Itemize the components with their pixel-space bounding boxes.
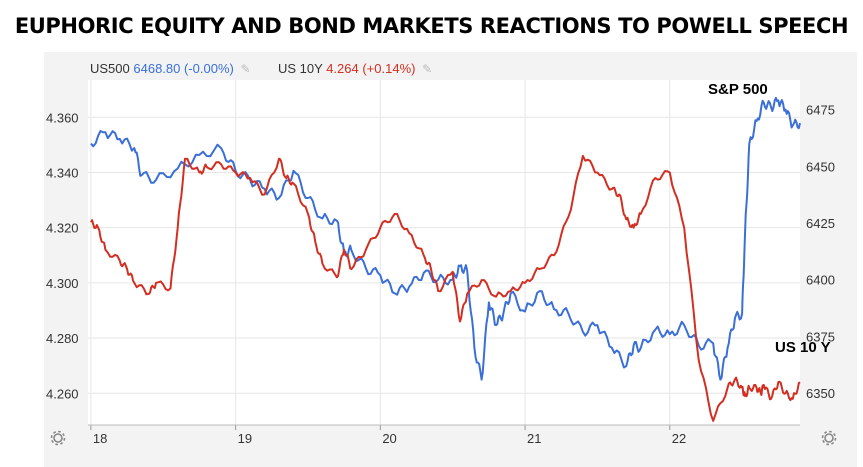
gear-icon[interactable]	[821, 430, 837, 446]
chart-title: EUPHORIC EQUITY AND BOND MARKETS REACTIO…	[14, 14, 849, 38]
y-left-tick-label: 4.360	[46, 110, 79, 125]
legend-us10y-value: 4.264 (+0.14%)	[326, 61, 416, 76]
y-right-tick-label: 6450	[806, 159, 835, 174]
y-right-tick-label: 6350	[806, 386, 835, 401]
x-tick-label: 18	[93, 431, 107, 446]
legend-us500-symbol: US500	[90, 61, 130, 76]
y-right-tick-label: 6375	[806, 329, 835, 344]
y-right-tick-label: 6400	[806, 273, 835, 288]
legend-us10y[interactable]: US 10Y 4.264 (+0.14%) ✎	[278, 61, 432, 76]
pencil-icon[interactable]: ✎	[240, 62, 251, 76]
annotation-sp500: S&P 500	[708, 81, 768, 98]
series-line-us10y	[90, 154, 801, 422]
legend-us500-value: 6468.80 (-0.00%)	[133, 61, 234, 76]
y-left-tick-label: 4.280	[46, 331, 79, 346]
x-tick-label: 19	[238, 431, 252, 446]
series-line-us500	[90, 96, 801, 381]
gear-icon[interactable]	[50, 430, 66, 446]
y-left-tick-label: 4.300	[46, 276, 79, 291]
y-left-tick-label: 4.260	[46, 386, 79, 401]
x-tick-label: 20	[382, 431, 396, 446]
annotation-us10y: US 10 Y	[775, 339, 831, 356]
pencil-icon[interactable]: ✎	[422, 62, 433, 76]
legend-us10y-symbol: US 10Y	[278, 61, 323, 76]
y-right-tick-label: 6475	[806, 103, 835, 118]
y-left-tick-label: 4.340	[46, 165, 79, 180]
plot-area[interactable]	[88, 80, 800, 425]
x-tick-label: 21	[527, 431, 541, 446]
legend-us500[interactable]: US500 6468.80 (-0.00%) ✎	[90, 61, 251, 76]
x-tick-label: 22	[672, 431, 686, 446]
y-right-tick-label: 6425	[806, 216, 835, 231]
y-left-tick-label: 4.320	[46, 221, 79, 236]
